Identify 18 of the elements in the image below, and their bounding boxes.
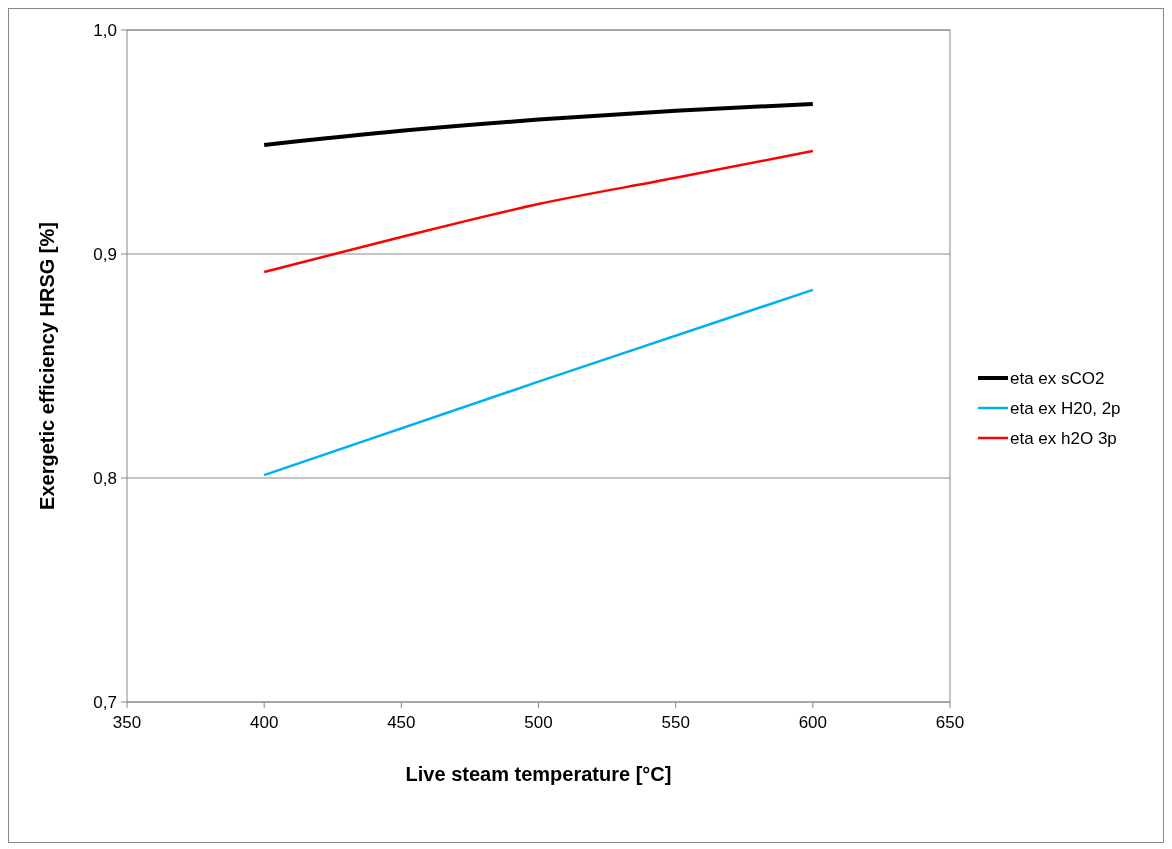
x-tick-label: 650 [935,713,965,732]
legend-label: eta ex h2O 3p [1010,429,1117,448]
legend-label: eta ex H20, 2p [1010,399,1121,418]
y-tick-label: 0,9 [93,245,117,264]
y-tick-label: 0,8 [93,469,117,488]
x-tick-label: 550 [661,713,690,732]
x-tick-label: 400 [249,713,279,732]
line-series [262,149,815,274]
y-tick-label: 0,7 [93,693,117,712]
y-tick-label: 1,0 [93,21,117,40]
x-tick-label: 450 [387,713,416,732]
legend-label: eta ex sCO2 [1010,369,1105,388]
line-series [262,101,815,147]
x-axis-title: Live steam temperature [°C] [405,763,672,785]
x-tick-label: 350 [112,713,142,732]
x-tick-label: 600 [798,713,828,732]
y-axis-title: Exergetic efficiency HRSG [%] [36,222,58,510]
x-tick-label: 500 [524,713,553,732]
